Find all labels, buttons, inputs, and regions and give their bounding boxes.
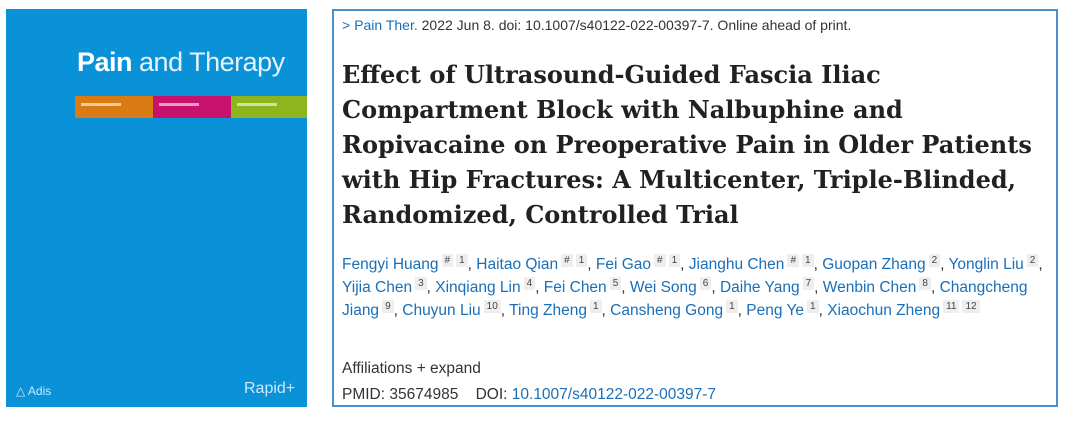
author-link[interactable]: Guopan Zhang (822, 256, 926, 273)
author: Xiaochun Zheng 11 12 (827, 300, 980, 319)
author-link[interactable]: Yonglin Liu (948, 256, 1024, 273)
author: Peng Ye 1 (746, 300, 819, 319)
journal-link[interactable]: Pain Ther. (354, 17, 418, 33)
affiliation-ref[interactable]: 1 (807, 300, 819, 313)
author: Yijia Chen 3 (342, 277, 427, 296)
expand-button[interactable]: + expand (416, 360, 481, 377)
affiliation-ref[interactable]: # (787, 254, 799, 267)
affiliation-ref[interactable]: 7 (802, 277, 815, 290)
author: Fei Gao #1 (595, 254, 681, 273)
author-link[interactable]: Ting Zheng (509, 302, 587, 319)
author-link[interactable]: Yijia Chen (342, 279, 413, 296)
author: Fengyi Huang #1 (342, 254, 468, 273)
author: Ting Zheng 1 (509, 300, 602, 319)
affiliation-ref[interactable]: # (441, 254, 454, 267)
pmid-value: 35674985 (389, 386, 459, 403)
author: Fei Chen 5 (543, 277, 622, 296)
author: Yonglin Liu 2 (948, 254, 1039, 273)
author-link[interactable]: Fengyi Huang (342, 256, 439, 273)
author: Jianghu Chen #1 (688, 254, 814, 273)
doi-label: DOI: (475, 386, 508, 403)
author: Wei Song 6 (629, 277, 712, 296)
affiliation-ref[interactable]: 4 (523, 277, 536, 290)
cover-band-orange (75, 96, 153, 118)
affiliation-ref[interactable]: 9 (382, 300, 394, 313)
author: Wenbin Chen 8 (822, 277, 931, 296)
affiliations[interactable]: Affiliations + expand (342, 360, 481, 378)
identifiers: PMID: 35674985 DOI: 10.1007/s40122-022-0… (342, 386, 716, 404)
affiliation-ref[interactable]: 8 (919, 277, 931, 290)
affiliation-ref[interactable]: 1 (589, 300, 602, 313)
author: Daihe Yang 7 (719, 277, 815, 296)
cover-band-green (231, 96, 307, 118)
author-link[interactable]: Wei Song (629, 279, 697, 296)
affiliation-ref[interactable]: 1 (668, 254, 681, 267)
author-link[interactable]: Fei Gao (595, 256, 652, 273)
author: Chuyun Liu 10 (402, 300, 501, 319)
author-link[interactable]: Wenbin Chen (822, 279, 917, 296)
author-link[interactable]: Peng Ye (746, 302, 805, 319)
publisher-logo: △ Adis (16, 384, 52, 398)
affiliation-ref[interactable]: 6 (699, 277, 712, 290)
doi-link[interactable]: 10.1007/s40122-022-00397-7 (511, 386, 717, 403)
affiliation-ref[interactable]: 2 (1026, 254, 1039, 267)
author: Xinqiang Lin 4 (435, 277, 536, 296)
affiliation-ref[interactable]: 3 (415, 277, 427, 290)
author-link[interactable]: Cansheng Gong (610, 302, 724, 319)
affiliation-ref[interactable]: # (561, 254, 573, 267)
author: Haitao Qian #1 (476, 254, 588, 273)
affiliation-ref[interactable]: # (654, 254, 666, 267)
citation: > Pain Ther. 2022 Jun 8. doi: 10.1007/s40… (342, 17, 851, 33)
author: Cansheng Gong 1 (610, 300, 738, 319)
rapid-badge: Rapid+ (244, 380, 296, 397)
affiliation-ref[interactable]: 2 (928, 254, 941, 267)
citation-details: 2022 Jun 8. doi: 10.1007/s40122-022-0039… (417, 17, 852, 33)
affiliation-ref[interactable]: 12 (962, 300, 980, 313)
author-link[interactable]: Xinqiang Lin (435, 279, 521, 296)
affiliation-ref[interactable]: 1 (456, 254, 468, 267)
article-title: Effect of Ultrasound-Guided Fascia Iliac… (342, 60, 1032, 229)
author-link[interactable]: Xiaochun Zheng (827, 302, 941, 319)
author: Changcheng Jiang 9 (342, 279, 1028, 319)
affiliation-ref[interactable]: 1 (802, 254, 814, 267)
affiliation-ref[interactable]: 1 (575, 254, 588, 267)
pmid-label: PMID: (342, 386, 386, 403)
journal-cover[interactable]: Pain and Therapy △ Adis Rapid+ (6, 9, 307, 407)
author-link[interactable]: Chuyun Liu (402, 302, 481, 319)
affiliations-label: Affiliations (342, 360, 413, 377)
author-link[interactable]: Changcheng Jiang (342, 279, 1028, 319)
affiliation-ref[interactable]: 11 (943, 300, 960, 313)
author-link[interactable]: Daihe Yang (719, 279, 800, 296)
affiliation-ref[interactable]: 1 (726, 300, 738, 313)
author-link[interactable]: Haitao Qian (476, 256, 559, 273)
article-header: > Pain Ther. 2022 Jun 8. doi: 10.1007/s40… (332, 9, 1058, 407)
affiliation-ref[interactable]: 10 (483, 300, 501, 313)
author-link[interactable]: Fei Chen (543, 279, 607, 296)
author-list: Fengyi Huang #1, Haitao Qian #1, Fei Gao #1… (342, 254, 1043, 319)
author-link[interactable]: Jianghu Chen (688, 256, 785, 273)
chevron-right-icon[interactable]: > (342, 17, 351, 33)
author: Guopan Zhang 2 (822, 254, 941, 273)
affiliation-ref[interactable]: 5 (609, 277, 622, 290)
cover-band-magenta (153, 96, 231, 118)
cover-title: Pain and Therapy (77, 47, 285, 77)
